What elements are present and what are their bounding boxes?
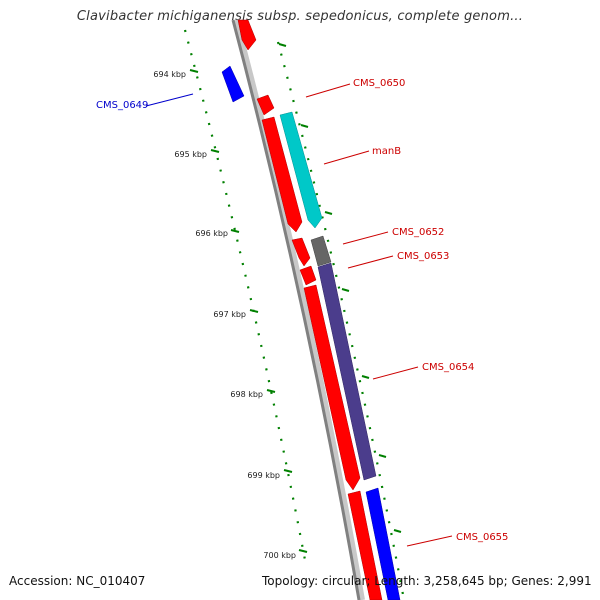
scale-ticks: 694 kbp 695 kbp 696 kbp 697 kbp 698 kbp … [153,69,308,560]
leader-line [347,255,394,269]
tick-label: 697 kbp [213,310,246,319]
backbone [231,19,361,600]
tick-mark [230,229,240,233]
gene-CMS_0649[interactable] [221,65,245,103]
leader-line [342,231,389,245]
gene-CMS_0653[interactable] [299,265,317,286]
tick-mark [298,549,308,553]
gene-labels: CMS_0649 CMS_0650 manB CMS_0652 CMS_0653… [96,78,508,543]
accession-label: Accession: NC_010407 [9,574,146,588]
label-leaders [145,83,453,547]
outer-major-marks [278,43,402,533]
gene-arrow-icon [221,65,245,103]
gene-label[interactable]: CMS_0654 [422,362,474,373]
gene-label[interactable]: CMS_0649 [96,100,148,111]
leader-line [145,93,194,107]
tick-label: 698 kbp [230,390,263,399]
gene-CMS_0650[interactable] [256,94,275,116]
leader-line [323,150,370,165]
backbone-shadow [233,19,365,600]
gene-red-long-1 [261,116,303,233]
inner-tick-ring [183,29,307,561]
map-title: Clavibacter michiganensis subsp. sepedon… [76,9,524,24]
tick-label: 699 kbp [247,471,280,480]
gene-CMS_0654[interactable] [317,262,377,481]
gene-label[interactable]: CMS_0653 [397,251,449,262]
outer-tick-ring [276,41,406,600]
gene-arrow-icon [279,111,323,229]
gene-CMS_0652[interactable] [310,235,332,267]
tick-label: 700 kbp [263,551,296,560]
genome-summary: Topology: circular; Length: 3,258,645 bp… [262,574,592,588]
gene-arrow-icon [317,262,377,481]
tick-label: 695 kbp [174,150,207,159]
leader-line [372,366,419,380]
gene-arrow-icon [291,237,311,267]
leader-line [305,83,351,98]
gene-fragment-top [237,19,257,51]
tick-mark [249,309,259,313]
gene-arrow-icon [256,94,275,116]
gene-arrow-icon [261,116,303,233]
gene-manB[interactable] [279,111,323,229]
gene-arrow-icon [310,235,332,267]
tick-mark [266,389,276,393]
gene-label[interactable]: CMS_0650 [353,78,405,89]
gene-label[interactable]: manB [372,146,401,157]
gene-red-short [291,237,311,267]
leader-line [406,535,453,547]
gene-arrow-icon [365,487,401,600]
tick-mark [210,149,220,153]
gene-CMS_0655[interactable] [365,487,401,600]
gene-red-long-2 [303,284,361,491]
tick-label: 694 kbp [153,70,186,79]
gene-arrow-icon [299,265,317,286]
gene-arrow-icon [303,284,361,491]
gene-arrow-icon [347,490,383,600]
gene-label[interactable]: CMS_0655 [456,532,508,543]
tick-mark [283,469,293,473]
gene-label[interactable]: CMS_0652 [392,227,444,238]
tick-label: 696 kbp [195,229,228,238]
tick-mark [189,69,199,73]
gene-arrow-icon [237,19,257,51]
gene-red-long-3 [347,490,383,600]
